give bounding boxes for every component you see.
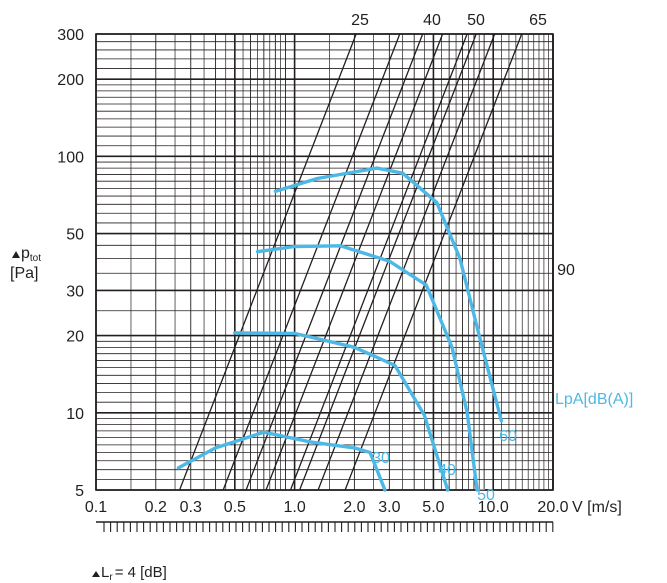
chart-labels: 0.1 0.2 0.3 0.5 1.0 2.0 3.0 5.0 10.0 20.0 V [m/s] 5… [10,12,633,516]
curve-label-40: 40 [438,462,456,479]
curve-label-30: 30 [372,450,390,467]
diagonal-line [265,34,444,490]
bottom-scale-value: = 4 [dB] [115,564,167,581]
diagonal-label-65: 65 [529,12,547,29]
bottom-scale-label-main: L [101,564,109,581]
diagonal-line [245,34,424,490]
x-tick-label: 2.0 [343,499,365,516]
diagonal-line [178,34,357,490]
curve-30 [176,430,387,492]
y-tick-label: 5 [75,483,84,500]
y-tick-label: 200 [57,72,84,89]
x-tick-label: 3.0 [378,499,400,516]
x-tick-label: 10.0 [478,499,509,516]
delta-icon [12,251,20,258]
legend-title: LpA[dB(A)] [555,391,633,408]
x-tick-label: 1.0 [283,499,305,516]
bottom-scale-label: Lr = 4 [dB] [101,564,167,583]
delta-icon [92,571,100,577]
diagonal-label-90: 90 [557,262,575,279]
x-tick-label: 0.2 [145,499,167,516]
y-tick-label: 20 [66,329,84,346]
y-tick-label: 50 [66,227,84,244]
y-axis-label-main: p [21,245,30,262]
y-tick-label: 10 [66,406,84,423]
y-axis-label: ptot [21,245,41,264]
diagonal-line [222,34,401,490]
plot-border [95,33,554,491]
chart-grid [95,33,554,491]
bottom-scale: Lr = 4 [dB] [92,521,554,583]
diagonal-label-50: 50 [467,12,485,29]
y-axis-unit: [Pa] [10,265,38,282]
x-tick-label: 0.1 [85,499,107,516]
curve-label-60: 60 [499,428,517,445]
y-tick-label: 300 [57,27,84,44]
curve-label-50: 50 [477,487,495,504]
diagonal-label-25: 25 [351,12,369,29]
curve-40 [233,331,450,492]
curve-50 [255,244,479,492]
diagonal-label-40: 40 [423,12,441,29]
x-tick-label: 20.0 [537,499,568,516]
diagonal-line [289,34,468,490]
y-axis-label-sub: tot [30,253,41,264]
sound-level-curves [176,166,504,492]
bottom-scale-label-sub: r [109,572,113,583]
x-tick-label: 5.0 [422,499,444,516]
curve-60 [273,166,504,423]
diagonal-line [317,34,496,490]
y-tick-label: 30 [66,283,84,300]
x-axis-label: V [m/s] [572,499,622,516]
diagonal-lines [178,34,523,490]
x-tick-label: 0.3 [180,499,202,516]
x-tick-label: 0.5 [224,499,246,516]
diagonal-line [344,34,523,490]
y-tick-label: 100 [57,149,84,166]
